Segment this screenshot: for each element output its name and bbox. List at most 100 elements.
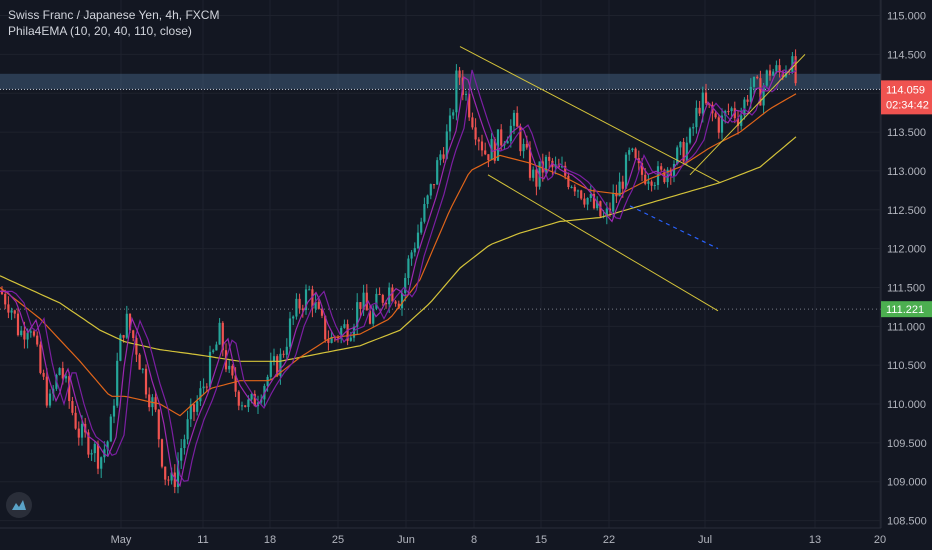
candle-body [736,118,740,126]
time-tick-label: 11 [197,534,208,546]
candle-body [429,184,432,196]
candle-body [781,72,784,77]
candle-body [160,439,164,467]
candle-body [634,148,637,159]
candle-body [205,386,208,388]
candle-body [615,192,618,197]
candle-body [295,298,298,317]
candle-body [775,65,778,72]
price-tick-label: 109.500 [887,438,927,450]
candle-body [516,112,519,127]
candle-body [276,356,279,376]
candle-body [666,169,669,183]
price-tick-label: 110.000 [887,399,926,411]
candle-body [192,404,196,412]
candle-body [279,353,282,376]
candle-body [317,301,320,309]
candle-body [141,368,144,370]
candle-body [394,301,397,304]
trendline[interactable] [487,174,719,312]
candle-body [423,204,426,222]
candle-body [109,416,112,442]
price-tick-label: 113.500 [887,127,926,139]
candle-body [196,401,199,412]
resistance-zone [0,73,881,310]
trendline[interactable] [459,46,721,184]
candle-body [29,331,32,333]
candle-body [234,375,237,392]
candle-body [468,93,471,118]
candle-body [621,181,624,189]
candle-body [496,129,500,161]
candle-body [692,127,695,129]
candle-body [359,302,362,309]
candle-body [650,181,653,186]
candle-body [567,175,570,188]
candle-body [679,141,682,148]
candle-body [13,310,16,314]
tradingview-logo-icon[interactable] [6,492,32,518]
candle-body [500,129,503,146]
candle-body [7,304,10,313]
candle-body [61,368,64,379]
price-axis[interactable]: 115.000114.500114.000113.500113.000112.5… [880,0,932,550]
candle-body [39,344,42,373]
projection-line[interactable] [629,205,719,250]
price-tick-label: 111.000 [887,321,925,333]
time-axis[interactable]: May 11 18 25 Jun 8 15 22 Jul 13 20 [0,527,932,550]
time-tick-label: Jul [698,534,712,546]
candle-body [695,107,698,128]
candle-body [148,394,151,408]
candle-body [519,126,522,152]
candle-body [368,310,372,324]
candle-body [4,293,7,305]
candle-body [538,161,541,187]
candle-body [202,386,205,389]
candle-body [759,78,762,106]
candle-body [218,322,221,345]
trendlines[interactable] [459,46,806,312]
candle-body [560,165,564,168]
candle-body [471,117,474,128]
time-tick-label: 22 [603,534,615,546]
candle-body [596,201,599,209]
level-price-value: 111.221 [886,304,924,316]
trendline[interactable] [689,54,806,176]
candle-body [74,412,77,429]
candle-body [340,327,343,338]
candle-body [752,76,756,87]
candle-body [644,174,647,184]
candle-body [589,194,592,199]
candle-body [42,372,45,377]
candle-body [314,301,317,309]
candle-body [144,368,148,395]
candle-body [93,443,96,454]
ema-lines [0,59,797,488]
candle-body [682,141,685,162]
candle-body [592,194,596,209]
candle-body [58,368,61,376]
candle-body [397,303,400,309]
candle-body [576,190,580,192]
candle-body [407,258,410,279]
candle-body [157,409,160,440]
price-tick-label: 108.500 [887,516,927,528]
ema110-line [0,136,797,362]
candle-body [772,71,775,76]
candle-body [628,150,631,155]
candle-body [237,391,240,406]
candle-body [404,278,407,293]
price-tick-label: 110.500 [887,360,926,372]
candle-body [231,365,234,376]
candle-body [285,346,288,355]
candle-body [269,361,272,377]
candle-body [26,332,29,340]
candle-body [701,92,704,114]
candle-body [474,127,477,140]
candle-body [212,350,215,352]
candle-body [698,107,701,114]
candle-body [356,302,359,327]
candle-body [743,99,746,116]
candle-body [253,393,256,407]
